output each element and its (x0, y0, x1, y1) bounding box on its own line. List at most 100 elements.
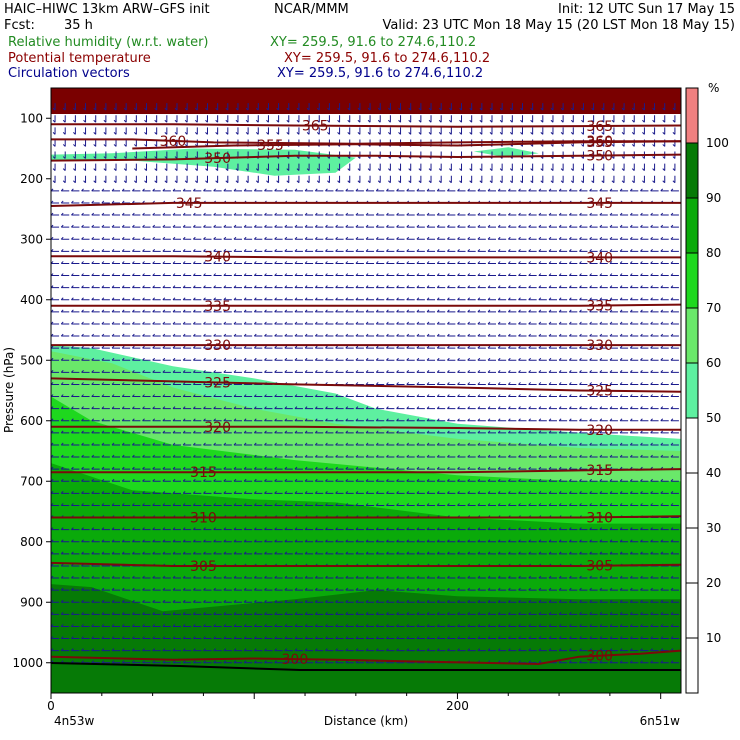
vector-arrow (479, 115, 483, 123)
vector-arrow (386, 369, 395, 373)
vector-arrow (111, 636, 121, 640)
vector-arrow (477, 648, 486, 652)
vector-arrow (436, 285, 446, 289)
vector-arrow (548, 624, 557, 627)
vector-arrow (264, 442, 273, 446)
vector-arrow (233, 575, 242, 579)
colorbar-tick-label: 50 (706, 411, 721, 425)
vector-arrow (487, 224, 496, 228)
vector-arrow (518, 333, 527, 337)
vector-arrow (436, 297, 446, 301)
vector-arrow (296, 127, 300, 135)
vector-arrow (152, 309, 161, 313)
vector-arrow (662, 175, 666, 184)
vector-arrow (619, 648, 629, 652)
vector-arrow (71, 611, 80, 615)
vector-arrow (447, 599, 456, 603)
vector-arrow (325, 212, 334, 216)
vector-arrow (426, 309, 436, 313)
vector-arrow (172, 394, 181, 398)
vector-arrow (447, 454, 456, 458)
vector-arrow (670, 394, 679, 398)
vector-arrow (528, 503, 537, 506)
vector-arrow (325, 406, 334, 410)
vector-arrow (386, 418, 395, 422)
vector-arrow (152, 357, 161, 361)
vector-arrow (650, 188, 659, 192)
humidity-region-5 (51, 611, 214, 660)
vector-arrow (345, 430, 354, 434)
vector-arrow (601, 115, 605, 123)
vector-arrow (449, 115, 452, 123)
vector-arrow (670, 345, 679, 349)
vector-arrow (386, 406, 395, 410)
vector-arrow (296, 175, 300, 184)
vector-arrow (487, 599, 496, 603)
vector-arrow (568, 611, 578, 615)
vector-arrow (619, 406, 629, 410)
vector-arrow (132, 503, 141, 506)
vector-arrow (101, 551, 110, 555)
vector-arrow (365, 357, 375, 361)
vector-arrow (457, 285, 466, 289)
vector-arrow (386, 188, 395, 192)
vector-arrow (243, 357, 253, 361)
vector-arrow (568, 236, 578, 240)
vector-arrow (253, 273, 263, 277)
vector-arrow (264, 369, 273, 373)
vector-arrow (101, 648, 110, 652)
theta-label-335: 335 (586, 299, 613, 315)
vector-arrow (497, 466, 507, 470)
vector-arrow (294, 430, 303, 434)
vector-arrow (355, 212, 364, 216)
vector-arrow (457, 345, 466, 349)
vector-arrow (528, 248, 537, 252)
vector-arrow (436, 466, 446, 470)
vector-arrow (467, 248, 476, 252)
vector-arrow (284, 285, 293, 289)
vector-arrow (91, 224, 100, 228)
vector-arrow (619, 357, 629, 361)
y-tick-label: 300 (20, 232, 43, 246)
vector-arrow (467, 188, 476, 192)
vector-arrow (652, 175, 656, 184)
vector-arrow (355, 575, 364, 579)
vector-arrow (579, 212, 588, 216)
vector-arrow (518, 382, 527, 385)
vector-arrow (123, 163, 127, 172)
vector-arrow (629, 624, 639, 627)
vector-arrow (253, 357, 263, 361)
vector-arrow (599, 297, 608, 301)
vector-arrow (426, 224, 436, 228)
vector-arrow (386, 236, 395, 240)
vector-arrow (111, 188, 121, 192)
top-saturated-band (51, 88, 681, 114)
vector-arrow (73, 115, 76, 123)
vector-arrow (304, 297, 314, 301)
vector-arrow (132, 527, 141, 531)
vector-arrow (101, 406, 110, 410)
vector-arrow (132, 624, 141, 627)
vector-arrow (396, 430, 405, 434)
vector-arrow (599, 539, 608, 543)
vector-arrow (134, 139, 137, 147)
vector-arrow (447, 503, 456, 506)
vector-arrow (233, 599, 242, 603)
vector-arrow (192, 418, 202, 422)
vector-arrow (499, 127, 503, 135)
vector-arrow (172, 503, 181, 506)
vector-arrow (487, 490, 496, 494)
vector-arrow (357, 175, 361, 184)
vector-arrow (579, 624, 588, 627)
vector-arrow (304, 345, 314, 349)
colorbar-tick-label: 80 (706, 246, 721, 260)
vector-arrow (487, 406, 496, 410)
vector-arrow (101, 660, 110, 664)
theta-label-310: 310 (586, 510, 613, 526)
vector-arrow (579, 333, 588, 337)
vector-arrow (172, 273, 181, 277)
vector-arrow (243, 539, 253, 543)
vector-arrow (619, 539, 629, 543)
vector-arrow (142, 309, 151, 313)
vector-arrow (568, 660, 578, 664)
